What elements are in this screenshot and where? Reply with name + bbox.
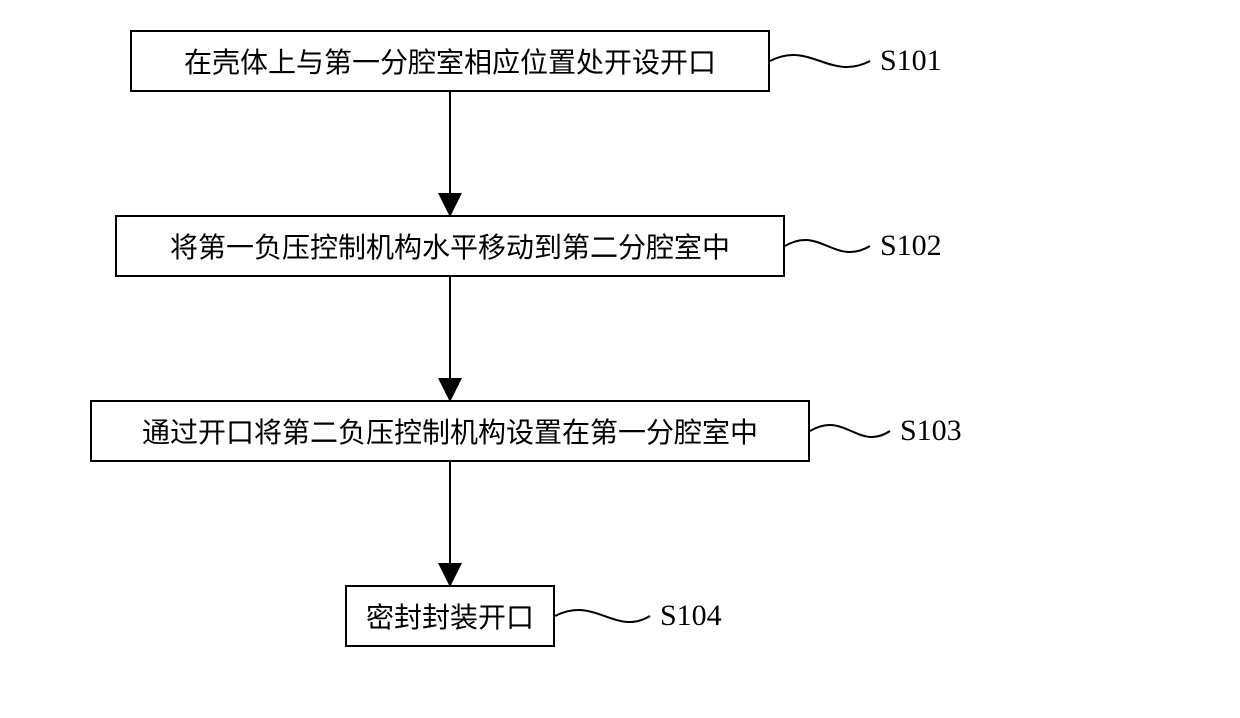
flow-node-3-text: 通过开口将第二负压控制机构设置在第一分腔室中	[142, 411, 758, 451]
flow-overlay	[0, 0, 1240, 718]
connector-2	[785, 240, 870, 252]
step-label-4: S104	[660, 599, 722, 633]
flow-node-1: 在壳体上与第一分腔室相应位置处开设开口	[130, 30, 770, 92]
flow-node-4-text: 密封封装开口	[366, 596, 534, 636]
flow-node-4: 密封封装开口	[345, 585, 555, 647]
flowchart-canvas: 在壳体上与第一分腔室相应位置处开设开口 将第一负压控制机构水平移动到第二分腔室中…	[0, 0, 1240, 718]
flow-node-2: 将第一负压控制机构水平移动到第二分腔室中	[115, 215, 785, 277]
step-label-3: S103	[900, 414, 962, 448]
step-label-2: S102	[880, 229, 942, 263]
step-label-1: S101	[880, 44, 942, 78]
connector-1	[770, 55, 870, 67]
flow-node-1-text: 在壳体上与第一分腔室相应位置处开设开口	[184, 41, 716, 81]
flow-node-2-text: 将第一负压控制机构水平移动到第二分腔室中	[170, 226, 730, 266]
connector-3	[810, 425, 890, 437]
connector-4	[555, 610, 650, 622]
flow-node-3: 通过开口将第二负压控制机构设置在第一分腔室中	[90, 400, 810, 462]
